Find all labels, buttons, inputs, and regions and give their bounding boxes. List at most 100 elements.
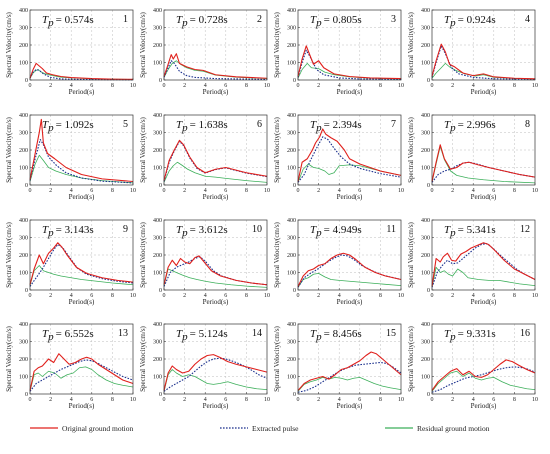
x-tick-label: 4 — [204, 83, 207, 89]
y-axis-label: Spectral Velocity(cm/s) — [273, 221, 281, 287]
x-axis-label: Period(s) — [471, 402, 497, 410]
x-tick-label: 4 — [204, 188, 207, 194]
series-residual-line — [163, 268, 268, 288]
x-tick-label: 6 — [90, 188, 93, 194]
x-axis-label: Period(s) — [69, 88, 95, 96]
y-tick-label: 400 — [287, 322, 296, 328]
panel-number: 5 — [123, 119, 128, 130]
y-tick-label: 0 — [159, 183, 162, 189]
series-pulse-line — [29, 243, 134, 287]
series-original-line — [29, 62, 134, 80]
y-tick-label: 100 — [287, 61, 296, 67]
y-tick-label: 100 — [421, 271, 430, 277]
y-tick-label: 0 — [159, 78, 162, 84]
x-tick-label: 0 — [29, 293, 32, 299]
panel-number: 10 — [252, 224, 262, 235]
tp-label: Tp = 0.728s — [176, 14, 228, 29]
x-tick-label: 8 — [245, 188, 248, 194]
tp-label: Tp = 3.143s — [42, 224, 94, 239]
series-pulse-line — [297, 49, 402, 81]
tp-label: Tp = 5.341s — [444, 224, 496, 239]
series-pulse-line — [29, 68, 134, 81]
x-tick-label: 10 — [264, 293, 270, 299]
y-tick-label: 300 — [287, 340, 296, 346]
x-tick-label: 8 — [379, 188, 382, 194]
y-tick-label: 300 — [153, 340, 162, 346]
y-tick-label: 100 — [153, 375, 162, 381]
x-tick-label: 2 — [451, 83, 454, 89]
y-tick-label: 300 — [421, 26, 430, 32]
x-tick-label: 10 — [398, 397, 404, 403]
y-tick-label: 300 — [287, 131, 296, 137]
x-tick-label: 10 — [130, 397, 136, 403]
x-tick-label: 2 — [49, 397, 52, 403]
tp-label: Tp = 6.552s — [42, 328, 94, 343]
legend-label-2: Residual ground motion — [417, 424, 490, 433]
y-tick-label: 0 — [25, 288, 28, 294]
y-axis-label: Spectral Velocity(cm/s) — [139, 221, 147, 287]
x-tick-label: 4 — [338, 83, 341, 89]
y-tick-label: 300 — [19, 26, 28, 32]
series-original-line — [163, 354, 268, 391]
x-tick-label: 8 — [111, 293, 114, 299]
y-tick-label: 400 — [19, 322, 28, 328]
series-original-line — [297, 252, 402, 287]
tp-label: Tp = 1.638s — [176, 119, 228, 134]
x-tick-label: 6 — [224, 397, 227, 403]
series-original-line — [431, 43, 536, 80]
panel-number: 3 — [391, 14, 396, 25]
x-axis-label: Period(s) — [471, 193, 497, 201]
y-tick-label: 0 — [427, 288, 430, 294]
x-tick-label: 6 — [492, 83, 495, 89]
x-tick-label: 0 — [163, 293, 166, 299]
x-axis-label: Period(s) — [69, 402, 95, 410]
series-residual-line — [297, 376, 402, 392]
x-tick-label: 8 — [379, 83, 382, 89]
y-tick-label: 100 — [287, 271, 296, 277]
series-original-line — [297, 128, 402, 182]
y-tick-label: 100 — [19, 271, 28, 277]
tp-label: Tp = 5.124s — [176, 328, 228, 343]
series-pulse-line — [297, 361, 402, 393]
y-tick-label: 100 — [287, 375, 296, 381]
y-tick-label: 0 — [293, 183, 296, 189]
x-tick-label: 6 — [90, 83, 93, 89]
y-tick-label: 200 — [19, 357, 28, 363]
panel-number: 16 — [520, 328, 530, 339]
x-tick-label: 4 — [70, 397, 73, 403]
x-tick-label: 6 — [358, 397, 361, 403]
y-tick-label: 300 — [421, 131, 430, 137]
tp-label: Tp = 2.996s — [444, 119, 496, 134]
y-tick-label: 400 — [287, 8, 296, 14]
y-tick-label: 0 — [293, 392, 296, 398]
x-tick-label: 2 — [49, 188, 52, 194]
y-tick-label: 100 — [19, 166, 28, 172]
x-tick-label: 4 — [70, 83, 73, 89]
y-tick-label: 300 — [153, 236, 162, 242]
series-residual-line — [29, 154, 134, 184]
x-tick-label: 6 — [224, 188, 227, 194]
x-tick-label: 8 — [111, 188, 114, 194]
x-tick-label: 2 — [49, 83, 52, 89]
y-tick-label: 300 — [421, 340, 430, 346]
y-tick-label: 200 — [153, 148, 162, 154]
y-axis-label: Spectral Velocity(cm/s) — [5, 116, 13, 182]
series-original-line — [431, 144, 536, 182]
series-original-line — [163, 53, 268, 79]
y-tick-label: 100 — [421, 61, 430, 67]
y-tick-label: 200 — [19, 148, 28, 154]
y-tick-label: 200 — [153, 43, 162, 49]
y-tick-label: 400 — [19, 8, 28, 14]
y-tick-label: 100 — [287, 166, 296, 172]
series-pulse-line — [163, 60, 268, 81]
y-tick-label: 0 — [25, 392, 28, 398]
y-tick-label: 100 — [153, 166, 162, 172]
y-tick-label: 400 — [153, 218, 162, 224]
x-tick-label: 4 — [472, 397, 475, 403]
